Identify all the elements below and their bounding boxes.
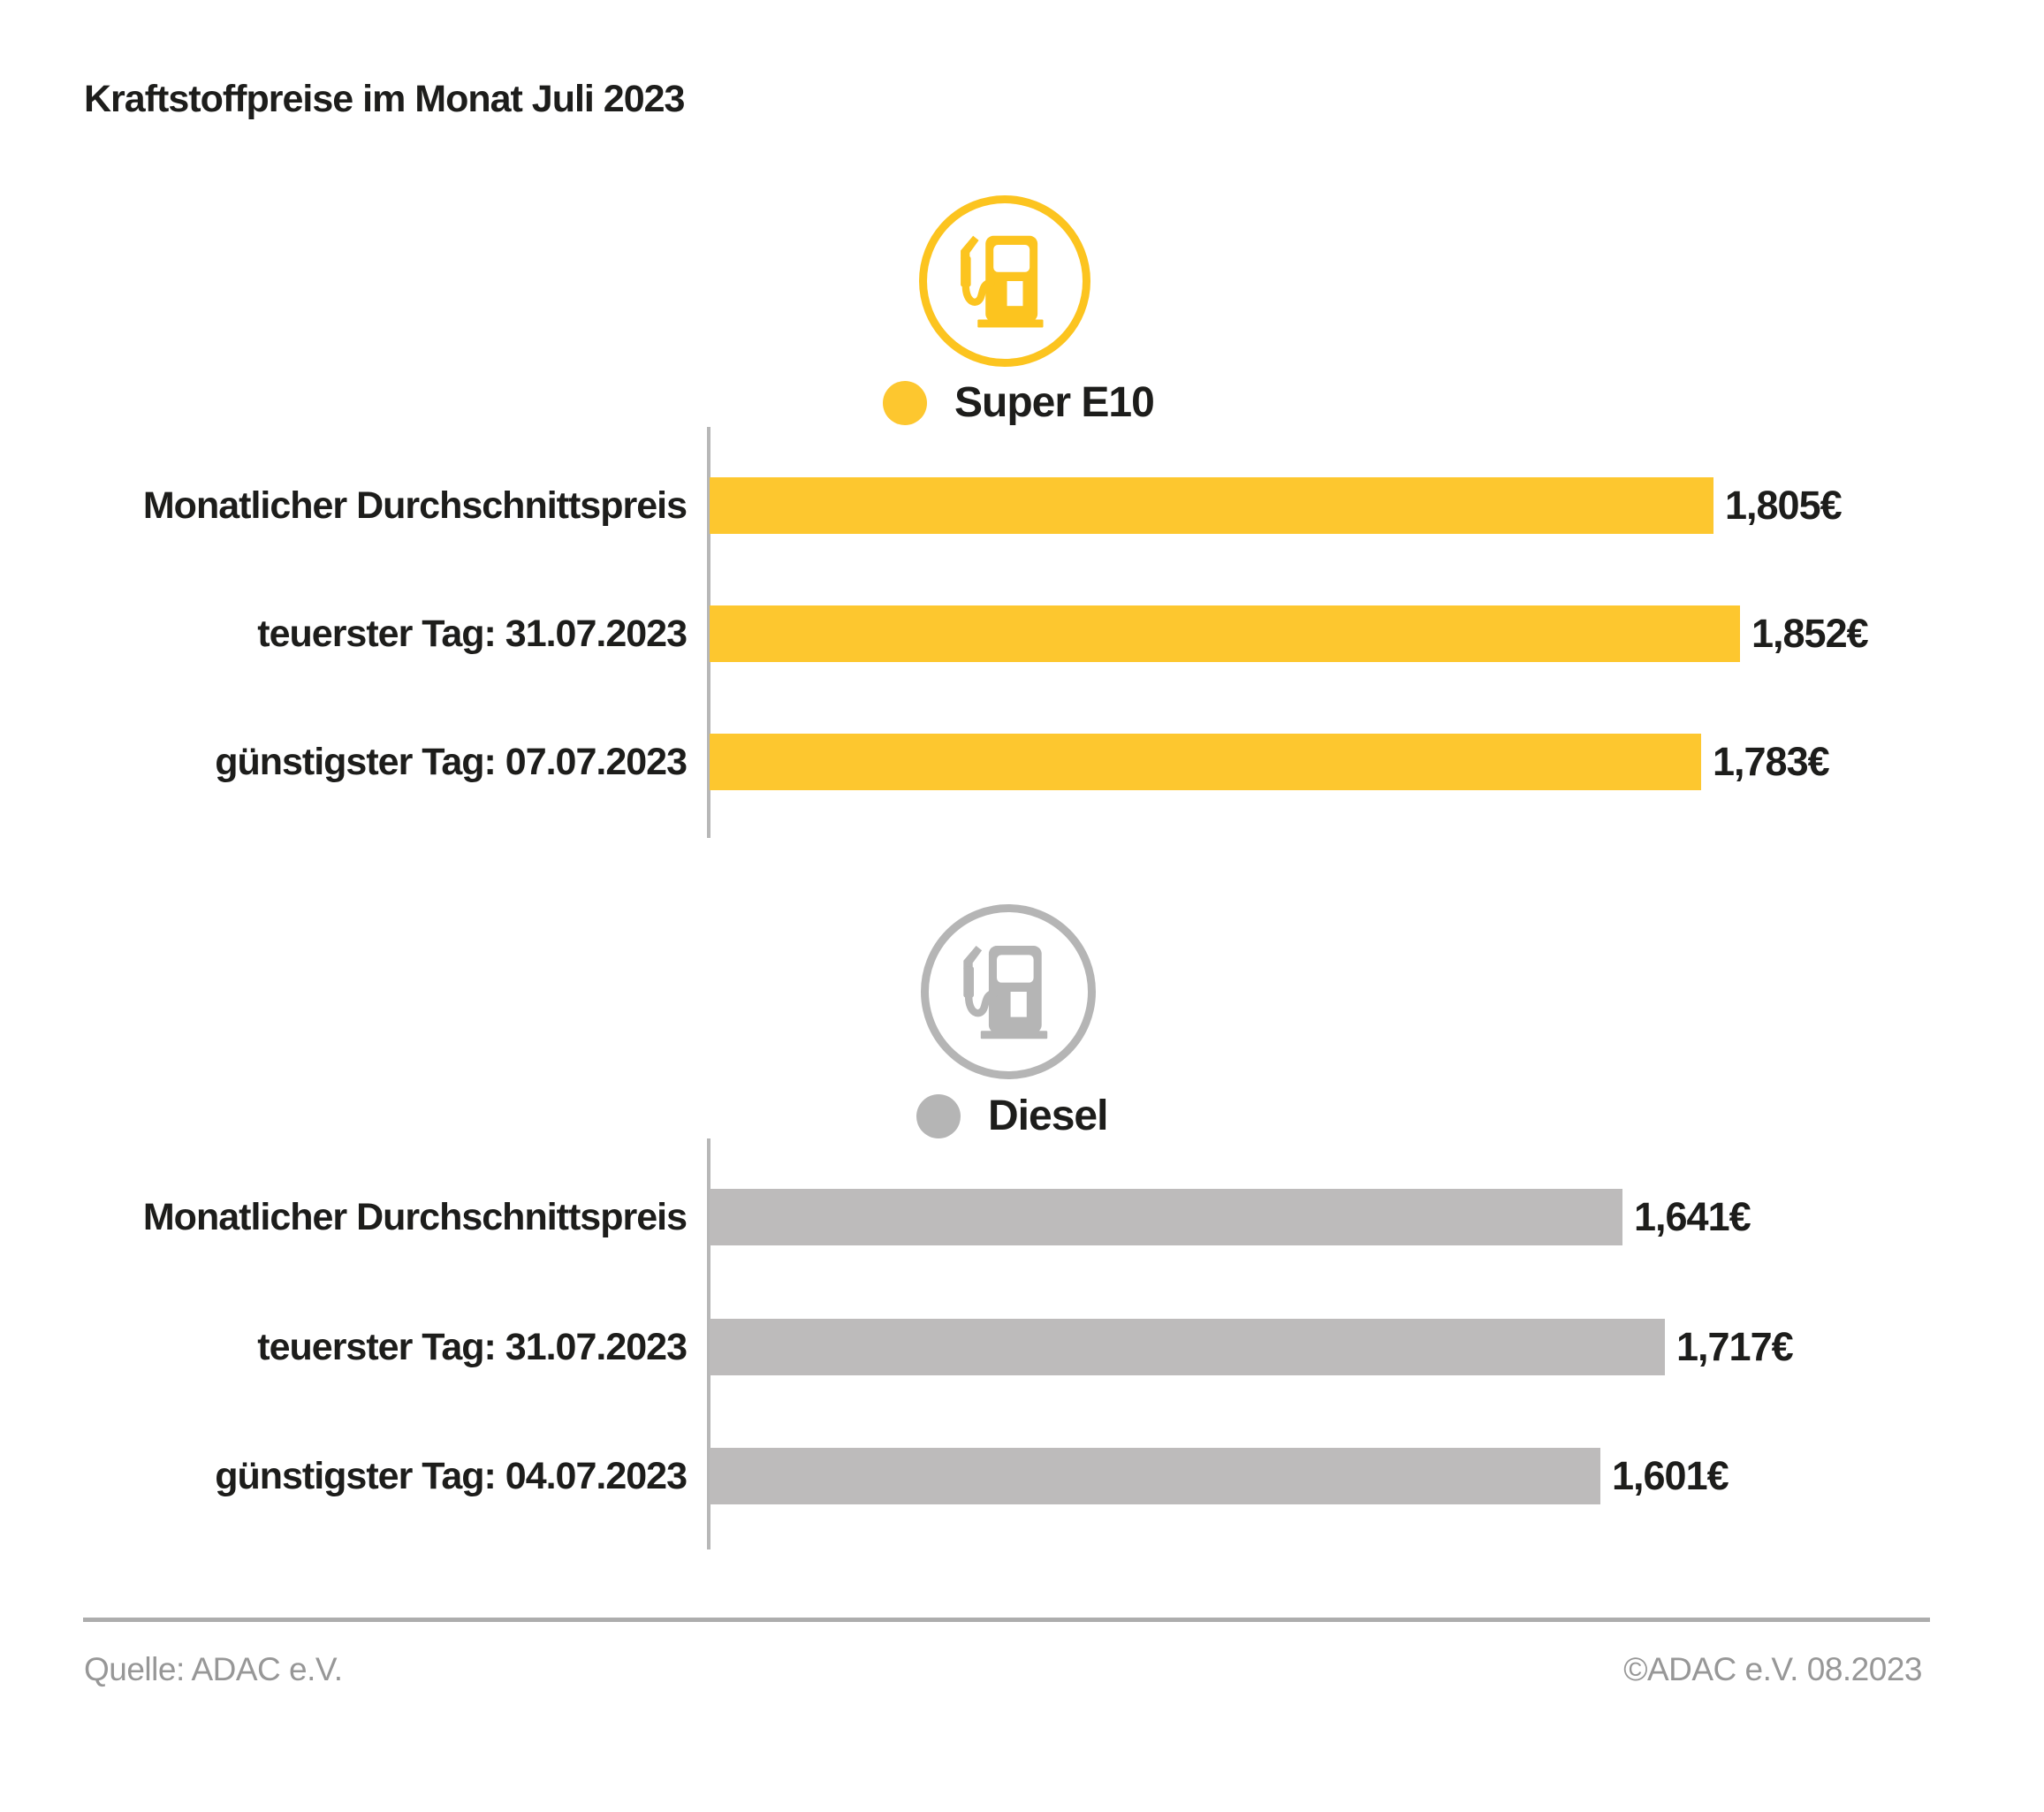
bar-row-diesel-min: günstigster Tag: 04.07.2023 1,601€ (0, 1448, 2044, 1504)
value-label: 1,641€ (1634, 1194, 1751, 1239)
axis-line-diesel (707, 1138, 710, 1549)
legend-super-e10: Super E10 (883, 378, 1155, 427)
legend-label: Super E10 (954, 379, 1155, 426)
category-label: teuerster Tag: 31.07.2023 (257, 1325, 688, 1368)
legend-dot-icon (883, 380, 927, 425)
fuel-pump-icon (961, 235, 1044, 328)
value-label: 1,601€ (1612, 1453, 1729, 1498)
value-label: 1,852€ (1751, 611, 1869, 656)
source-note: Quelle: ADAC e.V. (84, 1651, 343, 1687)
super-e10-fuel-pump-badge (919, 195, 1090, 367)
legend-diesel: Diesel (916, 1092, 1108, 1140)
bar-diesel-max (710, 1319, 1665, 1375)
bar-row-super-max: teuerster Tag: 31.07.2023 1,852€ (0, 605, 2044, 662)
legend-dot-icon (916, 1093, 961, 1138)
bar-row-diesel-average: Monatlicher Durchschnittspreis 1,641€ (0, 1189, 2044, 1245)
category-label: günstigster Tag: 07.07.2023 (215, 740, 688, 783)
value-label: 1,783€ (1713, 739, 1830, 784)
legend-label: Diesel (988, 1093, 1108, 1139)
bar-super-average (710, 477, 1713, 534)
bar-super-min (710, 734, 1701, 790)
footer-divider (83, 1618, 1930, 1622)
page-title: Kraftstoffpreise im Monat Juli 2023 (84, 78, 685, 120)
copyright-note: ©ADAC e.V. 08.2023 (1623, 1651, 1922, 1687)
bar-diesel-average (710, 1189, 1622, 1245)
bar-diesel-min (710, 1448, 1600, 1504)
value-label: 1,717€ (1676, 1324, 1794, 1369)
value-label: 1,805€ (1725, 483, 1843, 528)
category-label: Monatlicher Durchschnittspreis (142, 1195, 688, 1238)
bar-super-max (710, 605, 1740, 662)
fuel-pump-icon (963, 946, 1048, 1039)
axis-line-super (707, 427, 710, 838)
category-label: teuerster Tag: 31.07.2023 (257, 612, 688, 655)
category-label: günstigster Tag: 04.07.2023 (215, 1454, 688, 1497)
category-label: Monatlicher Durchschnittspreis (142, 483, 688, 527)
bar-row-super-average: Monatlicher Durchschnittspreis 1,805€ (0, 477, 2044, 534)
diesel-fuel-pump-badge (921, 904, 1096, 1079)
bar-row-diesel-max: teuerster Tag: 31.07.2023 1,717€ (0, 1319, 2044, 1375)
bar-row-super-min: günstigster Tag: 07.07.2023 1,783€ (0, 734, 2044, 790)
